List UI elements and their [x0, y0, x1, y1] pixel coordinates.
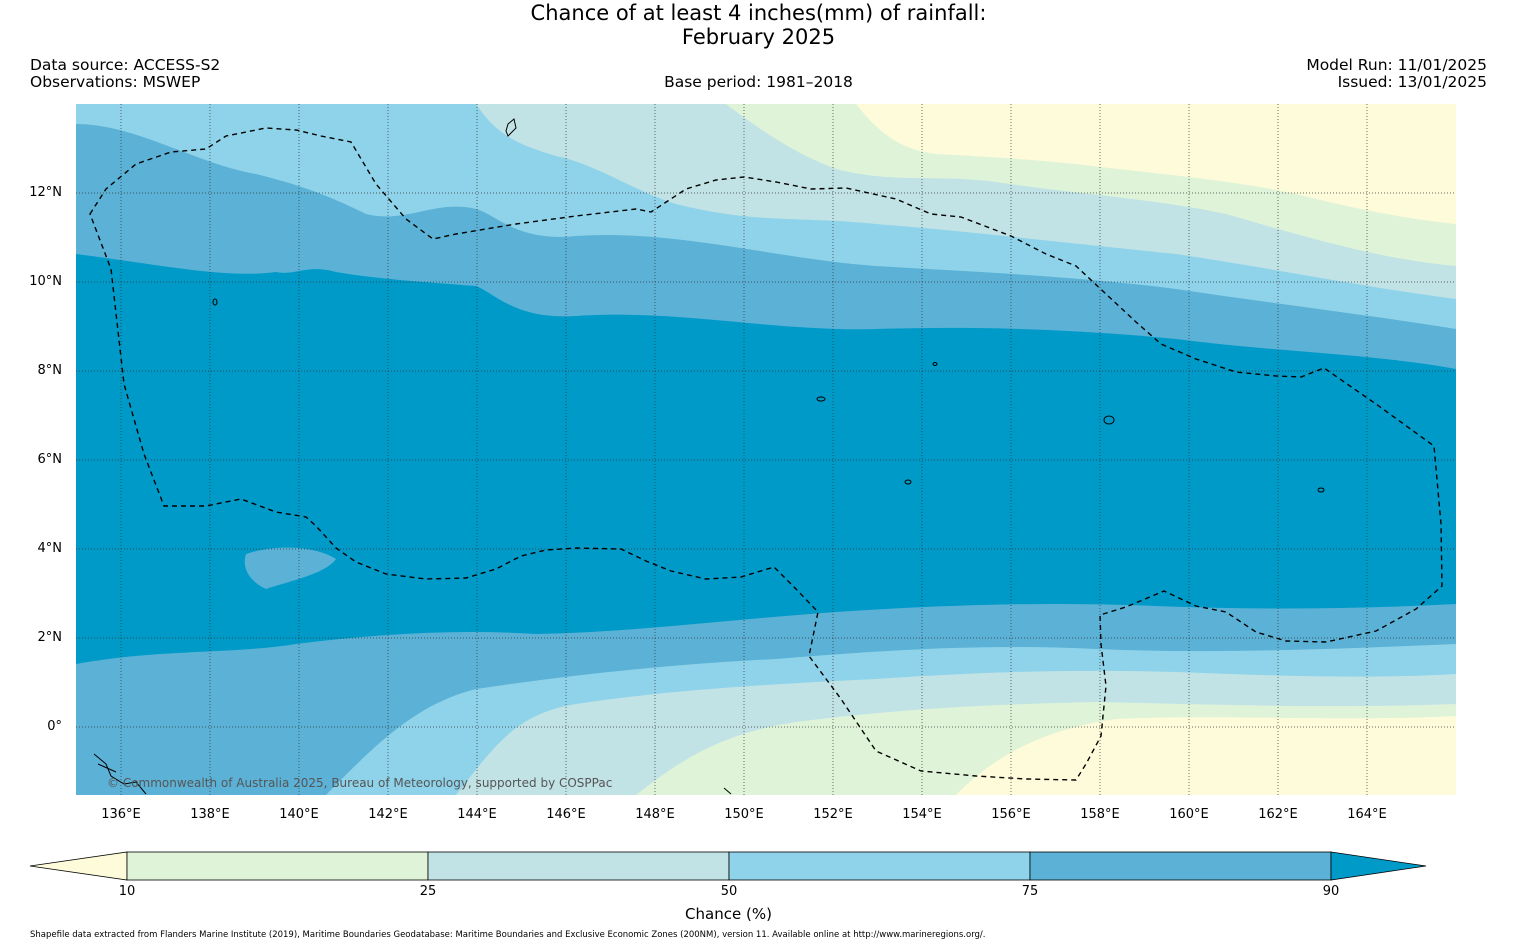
colorbar-segment-25-50: [427, 851, 730, 881]
island-yap: [212, 298, 218, 306]
lon-label-146e: 146°E: [546, 807, 586, 822]
lon-label-150e: 150°E: [724, 807, 764, 822]
colorbar-tick-90: 90: [1322, 884, 1340, 899]
lon-label-140e: 140°E: [279, 807, 319, 822]
lon-label-154e: 154°E: [902, 807, 942, 822]
lon-label-148e: 148°E: [635, 807, 675, 822]
island-kosrae: [1317, 487, 1325, 493]
island-guam: [505, 118, 517, 137]
lon-label-152e: 152°E: [813, 807, 853, 822]
lon-label-160e: 160°E: [1169, 807, 1209, 822]
islands: [93, 118, 1325, 795]
lon-label-136e: 136°E: [101, 807, 141, 822]
lat-label-2n: 2°N: [37, 630, 63, 645]
base-period-text: Base period: 1981–2018: [664, 73, 853, 91]
island-pohnpei: [1103, 415, 1115, 425]
lon-label-158e: 158°E: [1080, 807, 1120, 822]
footer-credit: Shapefile data extracted from Flanders M…: [30, 930, 986, 940]
colorbar-tick-50: 50: [720, 884, 738, 899]
colorbar-segment-below-10: [29, 851, 128, 881]
lat-label-4n: 4°N: [37, 541, 63, 556]
lat-label-10n: 10°N: [29, 274, 62, 289]
lon-label-144e: 144°E: [457, 807, 497, 822]
band-south-below-10: [956, 716, 1456, 795]
island-ngatik: [932, 362, 938, 366]
lon-label-156e: 156°E: [991, 807, 1031, 822]
map-title-line1: Chance of at least 4 inches(mm) of rainf…: [530, 1, 987, 25]
patch-mid-75-90: [244, 547, 336, 589]
lat-label-6n: 6°N: [37, 452, 63, 467]
colorbar-tick-75: 75: [1021, 884, 1039, 899]
colorbar-label: Chance (%): [685, 905, 772, 923]
lat-label-12n: 12°N: [29, 185, 62, 200]
data-source-text: Data source: ACCESS-S2: [30, 56, 221, 74]
lon-label-164e: 164°E: [1347, 807, 1387, 822]
colorbar-tick-25: 25: [419, 884, 437, 899]
source-block: Data source: ACCESS-S2 Observations: MSW…: [30, 57, 220, 91]
model-run-text: Model Run: 11/01/2025: [1306, 56, 1487, 74]
map-copyright: © Commonwealth of Australia 2025, Bureau…: [107, 776, 613, 790]
lat-label-8n: 8°N: [37, 363, 63, 378]
colorbar: [29, 851, 1427, 881]
island-nukuoro: [904, 479, 912, 485]
observations-text: Observations: MSWEP: [30, 73, 201, 91]
run-block: Model Run: 11/01/2025 Issued: 13/01/2025: [1306, 57, 1487, 91]
issued-text: Issued: 13/01/2025: [1337, 73, 1487, 91]
colorbar-segment-50-75: [728, 851, 1031, 881]
island-chuuk: [816, 396, 826, 402]
island-nuguria: [723, 787, 732, 795]
lon-label-162e: 162°E: [1258, 807, 1298, 822]
lon-label-142e: 142°E: [368, 807, 408, 822]
map-title-line2: February 2025: [681, 25, 836, 49]
colorbar-segment-75-90: [1029, 851, 1332, 881]
graticule: [76, 104, 1456, 795]
island-png-coast: [93, 753, 147, 795]
eez-boundary-line: [89, 127, 1443, 781]
colorbar-segment-above-90: [1330, 851, 1427, 881]
lon-label-138e: 138°E: [190, 807, 230, 822]
lat-label-0: 0°: [47, 719, 62, 734]
colorbar-segment-10-25: [126, 851, 429, 881]
band-north-below-10: [856, 104, 1456, 224]
rainfall-probability-map: [76, 104, 1456, 795]
colorbar-tick-10: 10: [118, 884, 136, 899]
